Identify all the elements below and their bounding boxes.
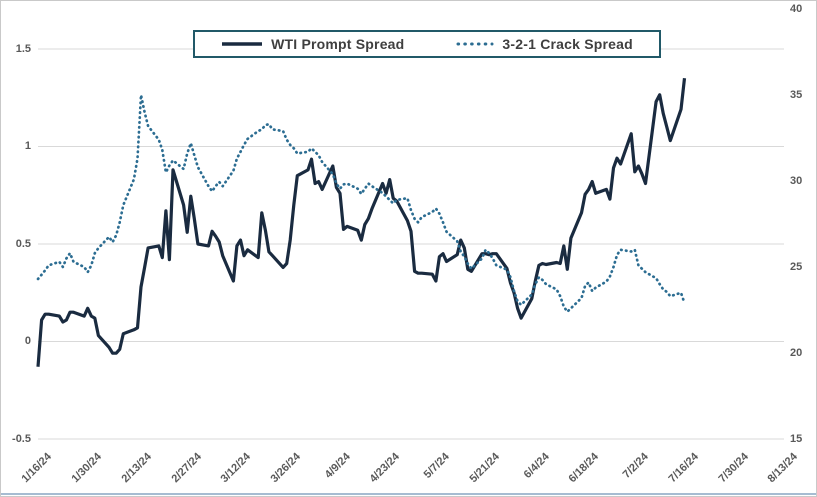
y-right-tick-label: 30 [790, 175, 803, 187]
legend-item-crack[interactable]: 3-2-1 Crack Spread [456, 36, 633, 52]
y-left-tick-label: 0 [24, 335, 31, 348]
legend-item-wti[interactable]: WTI Prompt Spread [221, 36, 404, 52]
y-left-tick-label: 0.5 [15, 237, 31, 250]
legend-label-wti: WTI Prompt Spread [271, 36, 405, 52]
y-right-tick-label: 25 [790, 261, 803, 273]
crack-spread-line[interactable] [36, 93, 686, 314]
chart-legend[interactable]: WTI Prompt Spread 3-2-1 Crack Spread [193, 30, 661, 58]
legend-label-crack: 3-2-1 Crack Spread [502, 36, 633, 52]
y-left-tick-label: 1.5 [15, 42, 31, 55]
dotted-line-swatch-icon [456, 42, 494, 46]
bottom-accent-line [1, 493, 816, 495]
y-left-tick-label: 1 [24, 140, 31, 153]
solid-line-swatch-icon [222, 42, 263, 46]
y-right-tick-label: 35 [790, 89, 803, 101]
y-right-tick-label: 40 [790, 3, 803, 15]
y-right-tick-label: 15 [790, 433, 803, 445]
wti-prompt-spread-line[interactable] [36, 78, 687, 367]
y-right-tick-label: 20 [790, 347, 803, 359]
y-left-tick-label: -0.5 [12, 433, 31, 445]
